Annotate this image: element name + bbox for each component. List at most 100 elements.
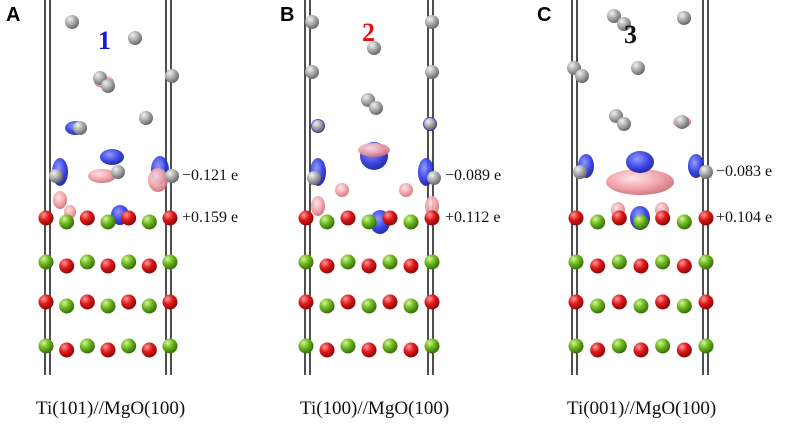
charge-gain-lobe-a-3 [100, 149, 124, 165]
ti-atom-a-14 [165, 69, 179, 83]
mg-atom-a-43 [79, 338, 95, 354]
o-atom-a-38 [121, 294, 137, 310]
mg-atom-c-126 [611, 254, 627, 270]
mg-atom-a-47 [162, 338, 178, 354]
o-atom-c-139 [590, 342, 606, 358]
mg-atom-b-97 [424, 338, 440, 354]
panel-number-2: 2 [362, 18, 375, 47]
mg-atom-b-91 [298, 338, 314, 354]
mg-atom-a-29 [79, 254, 95, 270]
ti-charge-label-c: −0.083 e [716, 163, 773, 180]
ti-atom-a-15 [139, 111, 153, 125]
mg-atom-b-81 [382, 254, 398, 270]
mg-atom-b-85 [319, 298, 335, 314]
mg-atom-a-25 [141, 214, 157, 230]
o-atom-c-141 [633, 342, 649, 358]
mg-atom-a-31 [121, 254, 137, 270]
panel-letter-c: C [537, 4, 552, 26]
mg-atom-b-71 [319, 214, 335, 230]
o-atom-a-44 [100, 342, 116, 358]
ti-atom-c-116 [699, 165, 713, 179]
ti-atom-b-60 [367, 41, 381, 55]
mg-atom-c-128 [655, 254, 671, 270]
o-atom-b-90 [424, 294, 440, 310]
charge-loss-lobe-a-6 [53, 191, 67, 209]
ti-atom-b-65 [369, 101, 383, 115]
charge-loss-lobe-c-98 [606, 169, 674, 195]
ti-atom-c-114 [675, 115, 689, 129]
ti-atom-a-16 [73, 121, 87, 135]
mg-atom-b-83 [424, 254, 440, 270]
o-charge-label-b: +0.112 e [445, 209, 501, 226]
mg-atom-c-134 [633, 298, 649, 314]
mg-atom-c-122 [676, 214, 692, 230]
o-atom-b-88 [382, 294, 398, 310]
o-atom-c-117 [568, 210, 584, 226]
o-charge-label-a: +0.159 e [182, 209, 239, 226]
ti-atom-a-18 [111, 165, 125, 179]
panel-number-3: 3 [624, 20, 637, 49]
ti-atom-a-11 [128, 31, 142, 45]
mg-atom-a-21 [59, 214, 75, 230]
o-atom-a-28 [59, 258, 75, 274]
mg-atom-c-124 [568, 254, 584, 270]
mg-atom-b-87 [361, 298, 377, 314]
charge-loss-lobe-b-57 [311, 196, 325, 216]
mg-atom-a-27 [38, 254, 54, 270]
ti-atom-c-106 [607, 9, 621, 23]
o-atom-b-86 [340, 294, 356, 310]
o-atom-b-96 [403, 342, 419, 358]
o-atom-a-36 [79, 294, 95, 310]
mg-atom-b-79 [340, 254, 356, 270]
o-atom-b-72 [340, 210, 356, 226]
ti-atom-a-10 [65, 15, 79, 29]
ti-atom-a-17 [49, 169, 63, 183]
mg-atom-a-33 [162, 254, 178, 270]
o-atom-c-125 [590, 258, 606, 274]
o-atom-b-80 [361, 258, 377, 274]
ti-atom-c-115 [573, 165, 587, 179]
charge-gain-lobe-c-99 [626, 151, 654, 173]
mg-atom-a-35 [59, 298, 75, 314]
o-atom-c-121 [655, 210, 671, 226]
ti-atom-b-66 [312, 120, 324, 132]
o-atom-c-119 [611, 210, 627, 226]
o-atom-c-137 [698, 294, 714, 310]
mg-atom-b-73 [361, 214, 377, 230]
charge-loss-lobe-b-51 [358, 143, 390, 157]
o-atom-b-78 [319, 258, 335, 274]
o-atom-a-30 [100, 258, 116, 274]
ti-atom-c-108 [677, 11, 691, 25]
ti-atom-b-61 [425, 15, 439, 29]
panel-letter-a: A [6, 4, 21, 26]
ti-atom-c-110 [575, 69, 589, 83]
mg-atom-c-138 [568, 338, 584, 354]
charge-loss-lobe-a-5 [88, 169, 116, 183]
o-atom-b-70 [298, 210, 314, 226]
ti-atom-b-62 [305, 65, 319, 79]
o-atom-a-24 [121, 210, 137, 226]
charge-loss-lobe-b-54 [335, 183, 349, 197]
o-atom-b-84 [298, 294, 314, 310]
ti-atom-c-111 [631, 61, 645, 75]
ti-atom-b-67 [424, 118, 436, 130]
o-atom-a-46 [141, 342, 157, 358]
o-atom-c-127 [633, 258, 649, 274]
o-atom-c-123 [698, 210, 714, 226]
charge-loss-lobe-b-58 [425, 196, 439, 216]
o-atom-a-40 [162, 294, 178, 310]
ti-charge-label-b: −0.089 e [445, 167, 502, 184]
o-charge-label-c: +0.104 e [716, 209, 773, 226]
mg-atom-c-120 [633, 214, 649, 230]
o-atom-a-32 [141, 258, 157, 274]
mg-atom-b-95 [382, 338, 398, 354]
o-atom-c-133 [611, 294, 627, 310]
mg-atom-c-136 [676, 298, 692, 314]
o-atom-c-129 [676, 258, 692, 274]
o-atom-a-26 [162, 210, 178, 226]
o-atom-b-92 [319, 342, 335, 358]
ti-charge-label-a: −0.121 e [182, 167, 239, 184]
ti-atom-b-68 [307, 171, 321, 185]
